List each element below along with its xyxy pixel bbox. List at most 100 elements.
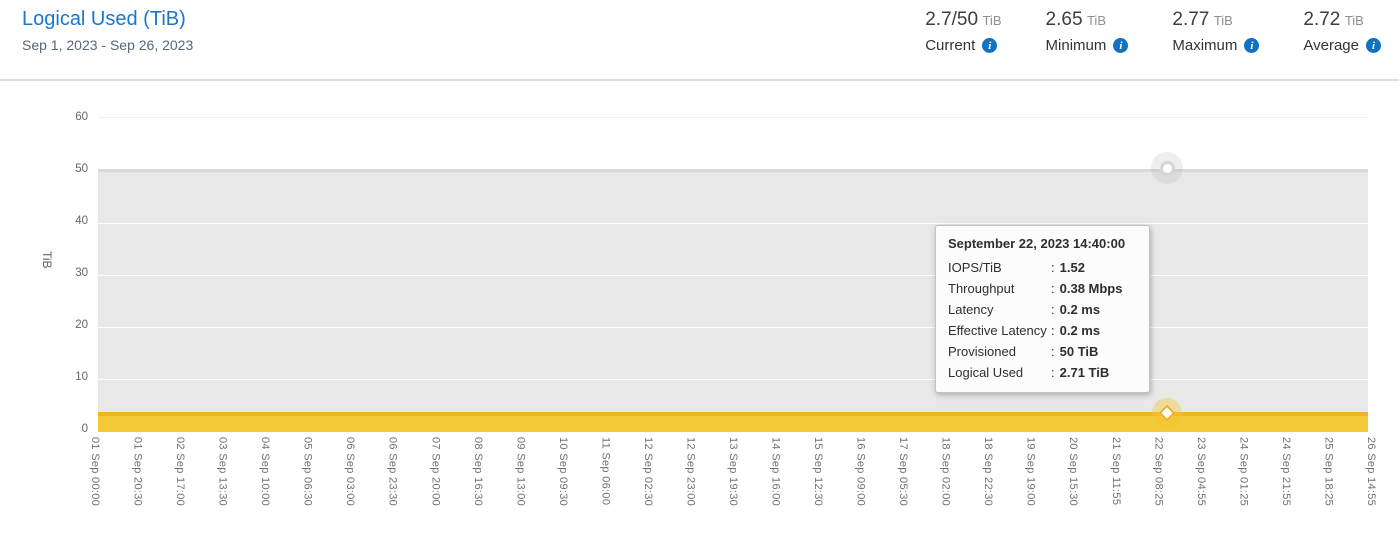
- x-tick: 17 Sep 05:30: [897, 437, 910, 507]
- x-tick: 11 Sep 06:00: [599, 437, 612, 506]
- y-axis-title: TiB: [40, 251, 54, 269]
- stat-unit: TiB: [1213, 13, 1233, 28]
- x-tick: 14 Sep 16:00: [769, 437, 782, 507]
- y-tick: 0: [81, 423, 88, 435]
- x-tick: 03 Sep 13:30: [216, 437, 229, 507]
- stat-unit: TiB: [1086, 13, 1106, 28]
- tooltip-label: Logical Used: [948, 365, 1024, 380]
- x-tick: 06 Sep 23:30: [386, 437, 399, 507]
- tooltip-row: Logical Used:2.71 TiB: [948, 362, 1137, 383]
- stat-value-row: 2.65 TiB: [1046, 9, 1129, 31]
- stat-block: 2.77 TiB Maximum i: [1172, 9, 1260, 54]
- y-tick: 20: [75, 319, 88, 331]
- provisioned-area[interactable]: [98, 169, 1368, 432]
- x-tick: 23 Sep 04:55: [1194, 437, 1207, 507]
- tooltip-row: Provisioned:50 TiB: [948, 341, 1137, 362]
- x-tick: 24 Sep 21:55: [1279, 437, 1292, 507]
- stats-row: 2.7/50 TiB Current i 2.65 TiB Minimum i …: [925, 9, 1381, 54]
- tooltip-value: 2.71 TiB: [1059, 365, 1110, 380]
- tooltip-colon: :: [1051, 260, 1055, 275]
- stat-label: Maximum: [1172, 37, 1238, 54]
- x-tick: 12 Sep 23:00: [684, 437, 697, 507]
- stat-label: Current: [925, 37, 976, 54]
- tooltip-label: IOPS/TiB: [948, 260, 1002, 275]
- tooltip-row: Effective Latency:0.2 ms: [948, 320, 1137, 341]
- stat-value: 2.65: [1045, 9, 1083, 30]
- x-ticks: 01 Sep 00:00 01 Sep 20:30 02 Sep 17:00 03 S…: [89, 437, 1377, 506]
- tooltip-row: Throughput:0.38 Mbps: [948, 278, 1137, 299]
- x-tick: 05 Sep 06:30: [301, 437, 314, 507]
- stat-unit: TiB: [982, 13, 1002, 28]
- stat-value: 2.77: [1172, 9, 1210, 30]
- info-icon[interactable]: i: [1244, 38, 1260, 53]
- tooltip-title: September 22, 2023 14:40:00: [948, 236, 1126, 251]
- y-tick: 60: [75, 111, 88, 123]
- x-tick: 19 Sep 19:00: [1024, 437, 1037, 507]
- x-tick: 21 Sep 11:55: [1109, 437, 1122, 506]
- chart-area[interactable]: 0 10 20 30 40 50 60 TiB 01 Sep 00:00 01 Sep 20:…: [0, 81, 1399, 552]
- x-tick: 01 Sep 00:00: [89, 437, 101, 507]
- tooltip: September 22, 2023 14:40:00 IOPS/TiB:1.5…: [935, 225, 1150, 393]
- x-tick: 12 Sep 02:30: [641, 437, 654, 507]
- tooltip-label: Latency: [948, 302, 994, 317]
- tooltip-label: Throughput: [948, 281, 1015, 296]
- x-tick: 25 Sep 18:25: [1322, 437, 1335, 507]
- x-tick: 18 Sep 22:30: [982, 437, 995, 507]
- stat-value-row: 2.77 TiB: [1172, 9, 1259, 31]
- gridline-60: [98, 117, 1368, 118]
- stat-value-row: 2.7/50 TiB: [925, 9, 1001, 31]
- tooltip-row: Latency:0.2 ms: [948, 299, 1137, 320]
- x-tick: 02 Sep 17:00: [174, 437, 187, 507]
- x-tick: 24 Sep 01:25: [1237, 437, 1250, 507]
- hover-marker-provisioned[interactable]: [1160, 161, 1175, 176]
- x-tick: 18 Sep 02:00: [939, 437, 952, 507]
- x-tick: 15 Sep 12:30: [812, 437, 825, 507]
- tooltip-label: Effective Latency: [948, 323, 1047, 338]
- stat-block: 2.65 TiB Minimum i: [1046, 9, 1129, 54]
- stat-block: 2.72 TiB Average i: [1303, 9, 1381, 54]
- x-tick: 01 Sep 20:30: [131, 437, 144, 507]
- x-tick: 09 Sep 13:00: [514, 437, 527, 507]
- stat-label: Average: [1303, 37, 1359, 54]
- x-tick: 16 Sep 09:00: [854, 437, 867, 507]
- stat-unit: TiB: [1344, 13, 1364, 28]
- tooltip-value: 0.2 ms: [1059, 323, 1101, 338]
- x-tick: 08 Sep 16:30: [471, 437, 484, 507]
- logical-used-area[interactable]: [98, 411, 1368, 432]
- stat-label: Minimum: [1045, 37, 1107, 54]
- chart-title[interactable]: Logical Used (TiB): [22, 8, 186, 30]
- tooltip-row: IOPS/TiB:1.52: [948, 257, 1137, 278]
- tooltip-value: 0.2 ms: [1059, 302, 1101, 317]
- x-tick: 22 Sep 08:25: [1152, 437, 1165, 507]
- stat-value: 2.72: [1303, 9, 1341, 30]
- tooltip-value: 0.38 Mbps: [1059, 281, 1123, 296]
- x-tick: 07 Sep 20:00: [429, 437, 442, 507]
- y-tick: 10: [75, 371, 88, 383]
- stat-block: 2.7/50 TiB Current i: [925, 9, 1001, 54]
- tooltip-colon: :: [1051, 323, 1055, 338]
- x-tick: 10 Sep 09:30: [556, 437, 569, 507]
- tooltip-rows: IOPS/TiB:1.52 Throughput:0.38 Mbps Laten…: [948, 257, 1137, 383]
- header-divider: [0, 79, 1399, 81]
- stat-value: 2.7/50: [925, 9, 979, 30]
- tooltip-label: Provisioned: [948, 344, 1016, 359]
- date-range: Sep 1, 2023 - Sep 26, 2023: [22, 37, 194, 53]
- x-tick: 06 Sep 03:00: [344, 437, 357, 507]
- tooltip-value: 50 TiB: [1059, 344, 1099, 359]
- tooltip-colon: :: [1051, 281, 1055, 296]
- x-tick: 26 Sep 14:55: [1364, 437, 1377, 507]
- tooltip-colon: :: [1051, 344, 1055, 359]
- info-icon[interactable]: i: [1113, 38, 1129, 53]
- tooltip-colon: :: [1051, 365, 1055, 380]
- tooltip-value: 1.52: [1059, 260, 1085, 275]
- x-tick: 20 Sep 15:30: [1067, 437, 1080, 507]
- y-tick: 30: [75, 267, 88, 279]
- info-icon[interactable]: i: [982, 38, 998, 53]
- stat-value-row: 2.72 TiB: [1303, 9, 1381, 31]
- info-icon[interactable]: i: [1366, 38, 1381, 53]
- x-tick: 13 Sep 19:30: [726, 437, 739, 507]
- x-tick: 04 Sep 10:00: [259, 437, 272, 507]
- y-tick: 40: [75, 215, 88, 227]
- tooltip-colon: :: [1051, 302, 1055, 317]
